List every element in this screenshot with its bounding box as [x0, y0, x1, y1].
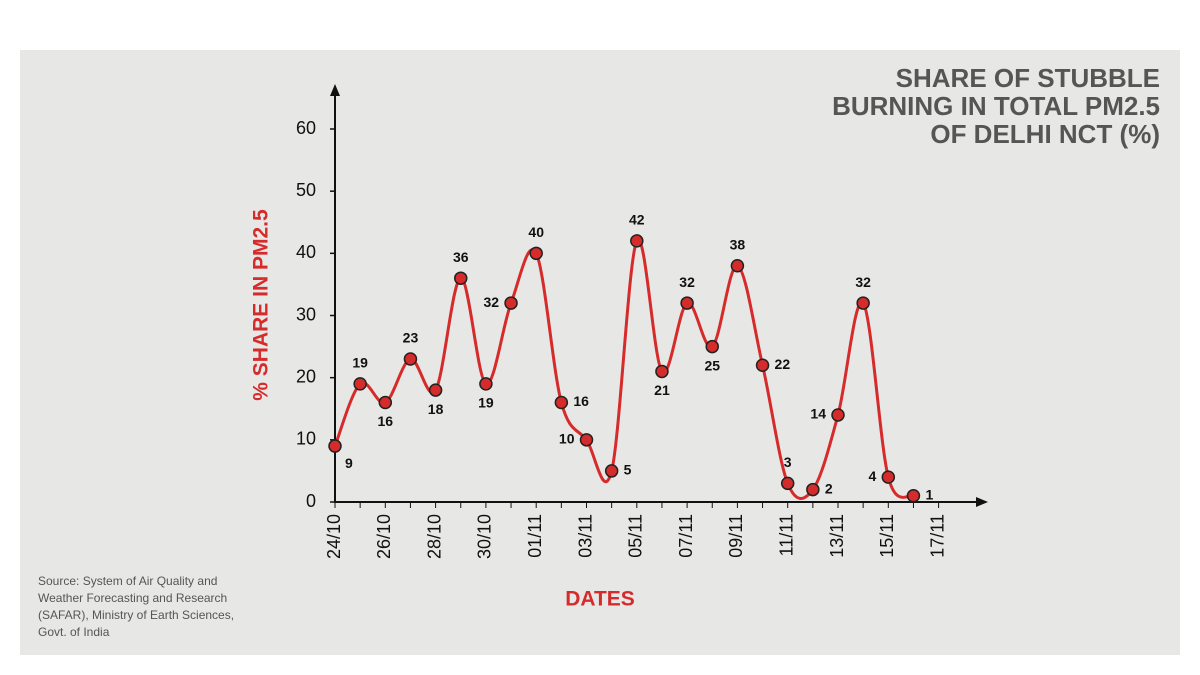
chart-title: OF DELHI NCT (%) [930, 119, 1160, 149]
data-label: 16 [378, 413, 394, 429]
point [906, 489, 921, 503]
point [554, 395, 569, 410]
x-arrow [976, 497, 988, 507]
data-label: 23 [403, 330, 419, 346]
data-label: 32 [483, 294, 499, 310]
point [454, 271, 468, 285]
data-label: 42 [629, 212, 645, 228]
point [529, 246, 543, 261]
y-tick-label: 30 [296, 304, 316, 324]
data-label: 40 [528, 224, 544, 240]
point [353, 377, 367, 391]
point [604, 464, 619, 478]
point [755, 358, 770, 372]
y-tick-label: 20 [296, 366, 316, 386]
point [579, 433, 594, 447]
x-tick-label: 28/10 [424, 514, 444, 559]
chart-title: SHARE OF STUBBLE [896, 63, 1160, 93]
source: Source: System of Air Quality and [38, 574, 217, 588]
point [730, 259, 745, 273]
y-tick-label: 40 [296, 242, 316, 262]
data-label: 25 [704, 357, 720, 373]
data-label: 3 [784, 454, 792, 470]
x-axis-label: DATES [565, 588, 635, 611]
x-tick-label: 13/11 [827, 514, 847, 558]
data-label: 14 [810, 406, 826, 422]
point [403, 352, 418, 366]
point [428, 383, 443, 397]
point [328, 439, 342, 453]
panel [20, 50, 1180, 655]
y-tick-label: 0 [306, 491, 316, 511]
y-tick-label: 10 [296, 429, 316, 449]
point [655, 364, 669, 379]
data-label: 36 [453, 249, 469, 265]
source: (SAFAR), Ministry of Earth Sciences, [38, 608, 234, 622]
point [780, 476, 795, 491]
x-tick-label: 09/11 [726, 514, 746, 558]
data-label: 19 [478, 395, 494, 411]
point [630, 234, 644, 248]
data-label: 9 [345, 455, 353, 471]
y-tick-label: 60 [296, 118, 316, 138]
source: Govt. of India [38, 625, 110, 639]
data-label: 4 [869, 468, 877, 484]
data-label: 1 [925, 486, 933, 502]
line [333, 238, 915, 500]
data-label: 32 [679, 274, 695, 290]
data-label: 16 [573, 393, 589, 409]
x-tick-label: 26/10 [374, 514, 394, 559]
x-tick-label: 15/11 [877, 514, 897, 558]
x-tick-label: 17/11 [927, 514, 947, 558]
y-axis-label: % SHARE IN PM2.5 [250, 209, 273, 401]
data-label: 21 [654, 382, 670, 398]
data-label: 18 [428, 401, 444, 417]
data-label: 32 [855, 274, 871, 290]
x-tick-label: 01/11 [525, 514, 545, 558]
data-label: 2 [825, 480, 833, 496]
point [680, 296, 694, 310]
y-arrow [330, 84, 340, 96]
x-tick-label: 11/11 [776, 514, 796, 556]
point [705, 339, 719, 354]
point [881, 470, 896, 484]
data-label: 5 [624, 462, 632, 478]
point [378, 395, 393, 410]
point [831, 408, 845, 422]
x-tick-label: 03/11 [575, 514, 595, 558]
data-label: 38 [730, 236, 746, 252]
x-tick-label: 05/11 [626, 514, 646, 558]
data-label: 19 [352, 355, 368, 371]
point [504, 296, 518, 310]
chart-title: BURNING IN TOTAL PM2.5 [832, 91, 1160, 121]
data-label: 10 [559, 431, 575, 447]
point [856, 296, 870, 310]
x-tick-label: 24/10 [324, 514, 344, 559]
x-tick-label: 07/11 [676, 514, 696, 558]
y-tick-label: 50 [296, 180, 316, 200]
source: Weather Forecasting and Research [38, 591, 227, 605]
point [806, 482, 820, 497]
data-label: 22 [775, 356, 791, 372]
x-tick-label: 30/10 [475, 514, 495, 559]
point [479, 377, 493, 391]
